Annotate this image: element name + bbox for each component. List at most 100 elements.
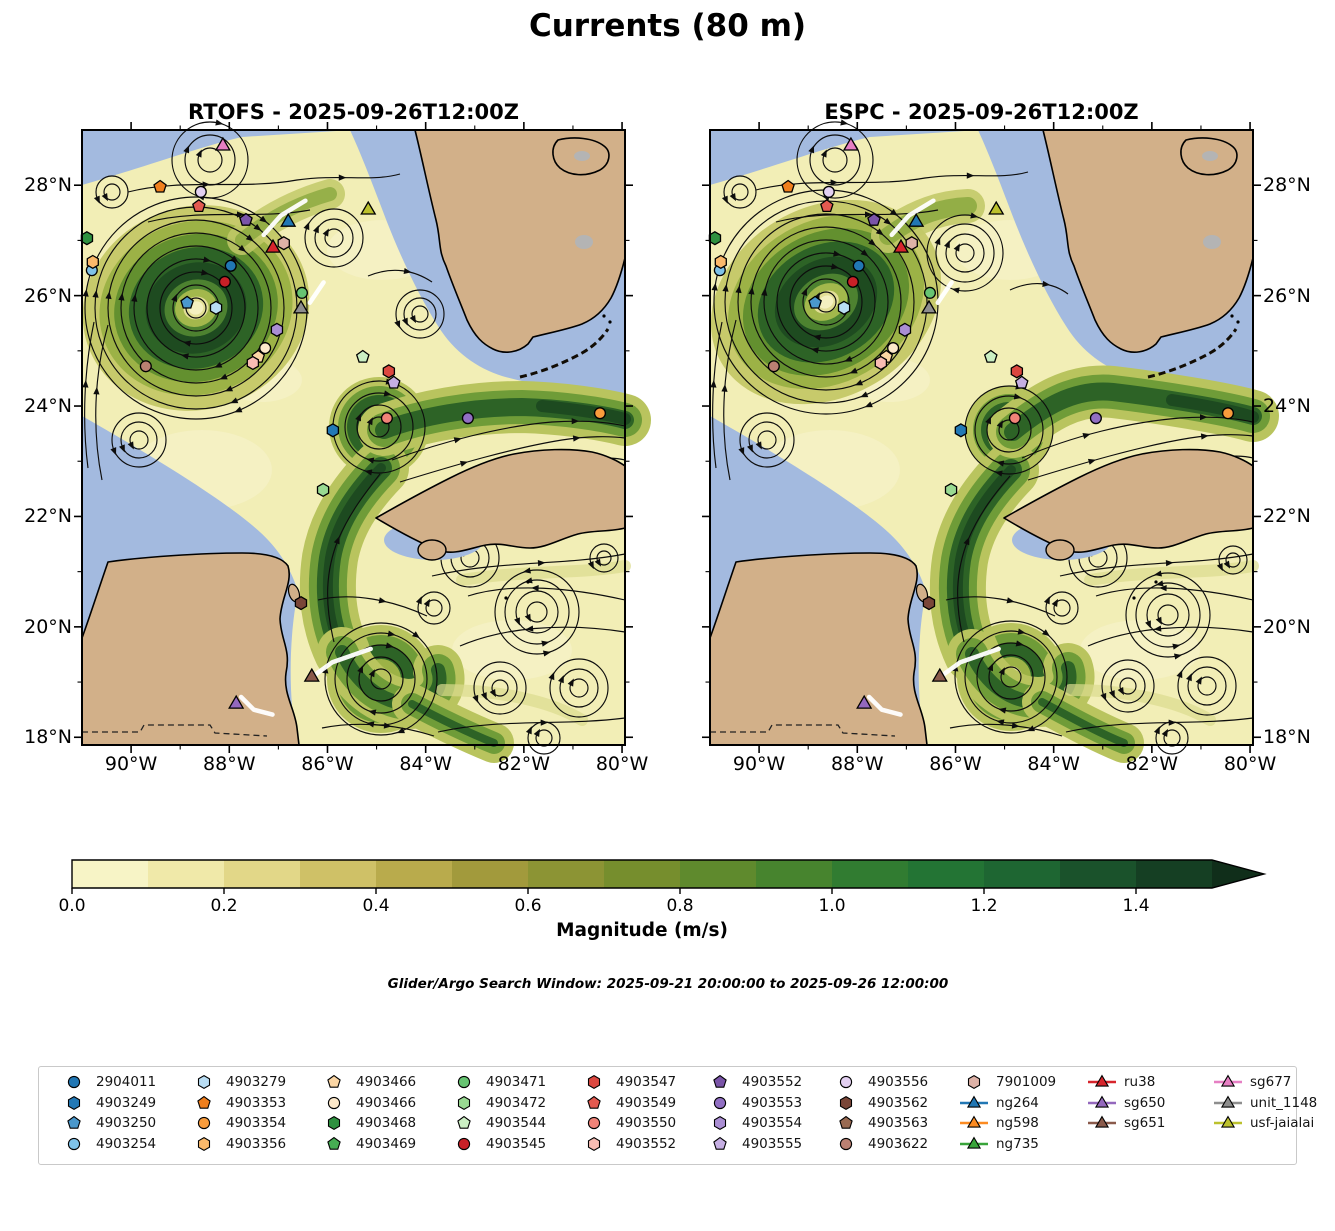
- streamline-arrow-icon: [127, 441, 134, 450]
- streamline: [459, 626, 626, 647]
- legend-label: ng264: [996, 1094, 1039, 1111]
- legend-item-usf-jaialai: usf-jaialai: [1213, 1113, 1317, 1134]
- streamline: [527, 721, 561, 755]
- legend-column: 2904011 4903249 4903250 4903254: [59, 1072, 156, 1154]
- marker-4903552h-icon: [246, 355, 260, 371]
- marker-7901009-icon: [905, 236, 918, 251]
- marker-sg651-icon: [303, 667, 320, 682]
- legend-item-4903250: 4903250: [59, 1113, 156, 1134]
- map-panel-espc: [702, 119, 1279, 763]
- land-florida: [414, 129, 626, 353]
- legend-column: sg677 unit_1148 usf-jaialai: [1213, 1072, 1317, 1134]
- glider-track-sg651: [306, 646, 373, 682]
- streamline-arrow-icon: [953, 243, 960, 252]
- legend-item-4903552p: 4903552: [705, 1072, 802, 1093]
- streamline-arrow-icon: [1042, 280, 1051, 287]
- marker-2904011-icon: [224, 259, 237, 272]
- land-yucatan: [81, 552, 300, 746]
- streamline-arrow-icon: [200, 269, 209, 276]
- streamline: [976, 642, 1046, 712]
- x-tick-label: 84°W: [1027, 753, 1080, 775]
- argo-marker-icon: [839, 1095, 853, 1110]
- legend-item-2904011: 2904011: [59, 1072, 156, 1093]
- streamline-arrow-icon: [234, 406, 243, 413]
- x-tick-label: 80°W: [1223, 753, 1277, 775]
- legend-item-4903544: 4903544: [449, 1113, 546, 1134]
- streamline: [370, 668, 392, 690]
- streamline-arrow-icon: [523, 567, 531, 574]
- streamline-arrow-icon: [587, 561, 594, 570]
- streamline-arrow-icon: [364, 469, 373, 476]
- marker-4903466c-icon: [259, 342, 272, 355]
- legend-item-4903468: 4903468: [319, 1113, 416, 1134]
- legend-item-4903547: 4903547: [579, 1072, 676, 1093]
- streamline-arrow-icon: [748, 286, 755, 295]
- search-window-note: Glider/Argo Search Window: 2025-09-21 20…: [387, 976, 949, 992]
- legend-item-ng735: ng735: [959, 1134, 1056, 1155]
- legend-label: sg650: [1124, 1094, 1166, 1111]
- streamline-arrow-icon: [333, 536, 340, 545]
- map-panel-rtofs: [74, 119, 651, 763]
- glider-track-ng264: [261, 198, 308, 238]
- legend-label: 4903353: [226, 1094, 287, 1111]
- marker-4903472-icon: [316, 482, 330, 498]
- marker-ru38-icon: [892, 238, 910, 253]
- streamline-arrow-icon: [934, 236, 941, 246]
- streamline-arrow-icon: [810, 347, 819, 354]
- streamline-arrow-icon: [525, 726, 532, 735]
- streamline-arrow-icon: [514, 617, 520, 626]
- streamline-arrow-icon: [1006, 597, 1015, 604]
- streamline: [133, 245, 259, 371]
- streamline: [789, 265, 863, 339]
- argo-marker-icon: [587, 1117, 601, 1130]
- argo-marker-icon: [67, 1116, 81, 1130]
- streamline-arrow-icon: [1043, 596, 1050, 605]
- streamline-arrow-icon: [1100, 692, 1107, 701]
- streamline-arrow-icon: [987, 663, 993, 672]
- streamline: [748, 421, 786, 459]
- streamline-arrow-icon: [412, 631, 420, 639]
- streamline-arrow-icon: [195, 149, 202, 158]
- y-tick-label: 18°N: [24, 726, 72, 749]
- streamline: [171, 121, 249, 199]
- streamline-arrow-icon: [571, 418, 580, 425]
- legend-item-4903469: 4903469: [319, 1134, 416, 1155]
- streamline: [1059, 553, 1254, 577]
- x-tick-label: 90°W: [732, 753, 786, 775]
- marker-4903354-icon: [1221, 407, 1235, 420]
- streamline-arrow-icon: [1042, 629, 1050, 637]
- legend-label: ru38: [1124, 1074, 1156, 1091]
- streamline-arrow-icon: [230, 397, 239, 404]
- streamline: [467, 587, 626, 601]
- streamline-arrow-icon: [1200, 433, 1209, 440]
- legend-item-4903279: 4903279: [189, 1072, 286, 1093]
- streamline-arrow-icon: [401, 317, 408, 326]
- marker-4903471-icon: [923, 286, 936, 299]
- marker-2904011-icon: [852, 259, 865, 272]
- streamline: [809, 134, 861, 186]
- streamline: [1135, 582, 1201, 648]
- streamline-arrow-icon: [1011, 722, 1020, 729]
- streamline: [1197, 676, 1217, 696]
- argo-marker-icon: [457, 1076, 471, 1089]
- streamline-arrow-icon: [480, 692, 487, 701]
- streamline-arrow-icon: [313, 225, 319, 234]
- streamline: [395, 289, 445, 339]
- legend-label: 4903466: [356, 1074, 417, 1091]
- streamline: [988, 654, 1034, 700]
- streamline: [411, 305, 429, 323]
- streamline-arrow-icon: [970, 212, 979, 219]
- streamline: [417, 591, 451, 625]
- legend-label: 4903552: [742, 1074, 803, 1091]
- streamline: [945, 596, 1056, 617]
- streamline: [473, 661, 527, 715]
- glider-line-marker-icon: [960, 1115, 988, 1129]
- streamline-arrow-icon: [820, 149, 827, 158]
- streamline-arrow-icon: [93, 386, 100, 395]
- colorbar-label: Magnitude (m/s): [556, 920, 728, 941]
- legend-label: sg651: [1124, 1115, 1166, 1132]
- streamline-arrow-icon: [860, 391, 869, 398]
- glider-line-marker-icon: [960, 1095, 988, 1108]
- streamline-arrow-icon: [721, 384, 728, 392]
